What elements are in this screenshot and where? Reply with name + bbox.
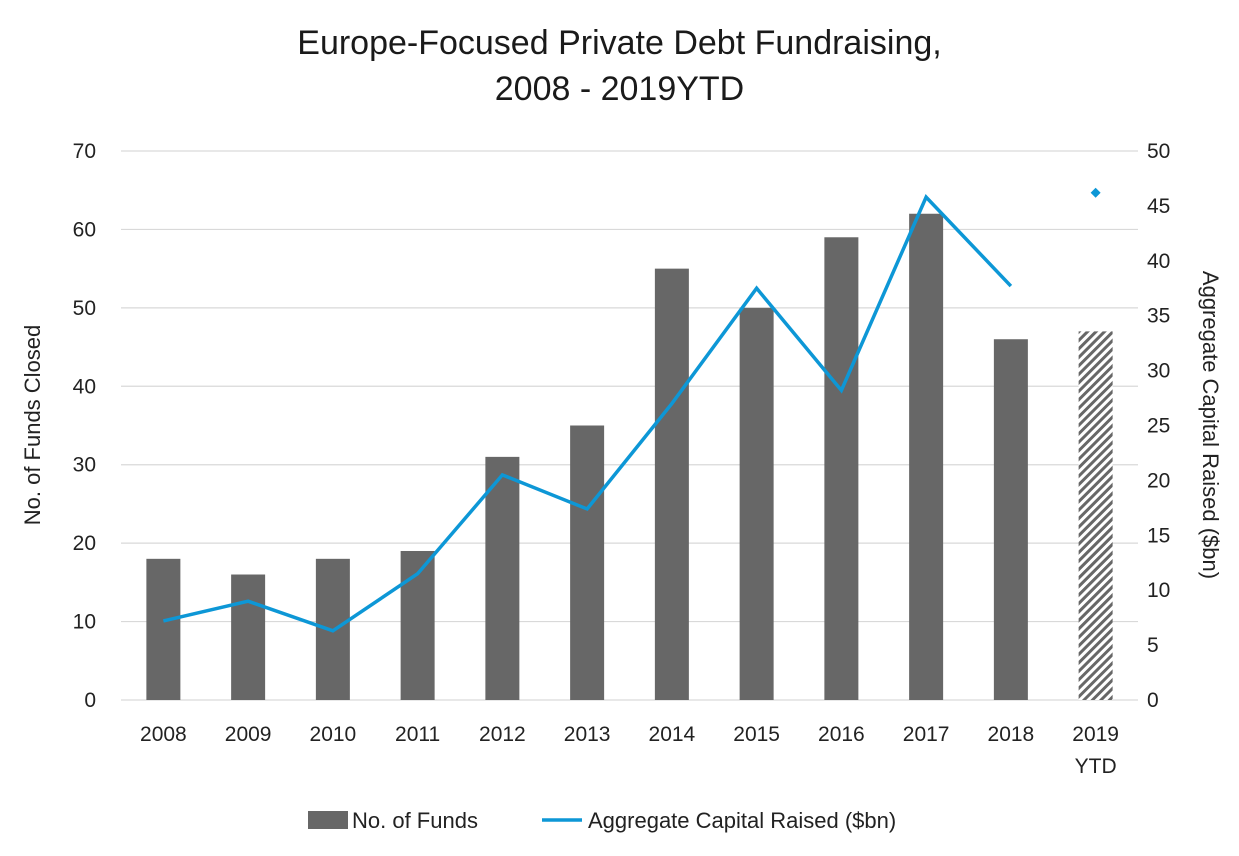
y2-tick-label: 50 bbox=[1147, 140, 1170, 163]
legend-label-capital: Aggregate Capital Raised ($bn) bbox=[588, 808, 896, 833]
chart-title-line-2: 2008 - 2019YTD bbox=[494, 70, 745, 108]
bar-funds bbox=[993, 339, 1028, 700]
x-tick-label: 2015 bbox=[733, 723, 780, 746]
y2-tick-label: 30 bbox=[1147, 360, 1170, 383]
x-tick-label: YTD bbox=[1075, 755, 1117, 778]
x-tick-label: 2017 bbox=[903, 723, 950, 746]
y-tick-label: 70 bbox=[73, 140, 96, 163]
y-tick-label: 40 bbox=[73, 375, 96, 398]
x-tick-label: 2012 bbox=[479, 723, 526, 746]
y-tick-label: 50 bbox=[73, 297, 96, 320]
x-tick-label: 2010 bbox=[310, 723, 357, 746]
y2-tick-label: 0 bbox=[1147, 689, 1159, 712]
x-tick-label: 2016 bbox=[818, 723, 865, 746]
bar-funds bbox=[824, 237, 859, 700]
y2-tick-label: 15 bbox=[1147, 524, 1170, 547]
bar-funds bbox=[654, 268, 689, 700]
chart-title-line-1: Europe-Focused Private Debt Fundraising, bbox=[297, 24, 942, 62]
bar-funds bbox=[570, 425, 605, 700]
x-tick-label: 2008 bbox=[140, 723, 187, 746]
bar-funds bbox=[909, 213, 944, 700]
x-tick-label: 2009 bbox=[225, 723, 272, 746]
bar-funds bbox=[146, 558, 181, 700]
y2-tick-label: 35 bbox=[1147, 305, 1170, 328]
y-tick-label: 10 bbox=[73, 611, 96, 634]
y2-tick-label: 25 bbox=[1147, 415, 1170, 438]
bar-funds bbox=[231, 574, 266, 700]
y-axis-title: No. of Funds Closed bbox=[20, 325, 45, 526]
y2-tick-label: 5 bbox=[1147, 634, 1159, 657]
x-tick-label: 2019 bbox=[1072, 723, 1119, 746]
marker-capital-ytd bbox=[1090, 187, 1101, 198]
bar-funds-ytd bbox=[1078, 331, 1113, 700]
y-tick-label: 60 bbox=[73, 218, 96, 241]
x-tick-label: 2013 bbox=[564, 723, 611, 746]
bar-funds bbox=[739, 307, 774, 700]
y2-tick-label: 10 bbox=[1147, 579, 1170, 602]
y-tick-label: 30 bbox=[73, 454, 96, 477]
legend-label-funds: No. of Funds bbox=[352, 808, 478, 833]
legend-swatch-funds bbox=[308, 811, 348, 829]
x-tick-label: 2014 bbox=[649, 723, 696, 746]
legend: No. of Funds Aggregate Capital Raised ($… bbox=[308, 808, 896, 833]
y2-axis-title: Aggregate Capital Raised ($bn) bbox=[1198, 271, 1223, 579]
y2-tick-label: 40 bbox=[1147, 250, 1170, 273]
line-capital-raised bbox=[162, 194, 1013, 633]
x-tick-label: 2011 bbox=[395, 723, 440, 746]
y-tick-label: 20 bbox=[73, 532, 96, 555]
bar-funds bbox=[485, 456, 520, 700]
chart-title: Europe-Focused Private Debt Fundraising,… bbox=[0, 20, 1239, 112]
y-tick-label: 0 bbox=[84, 689, 96, 712]
x-tick-label: 2018 bbox=[988, 723, 1035, 746]
y2-tick-label: 20 bbox=[1147, 469, 1170, 492]
y2-tick-label: 45 bbox=[1147, 195, 1170, 218]
